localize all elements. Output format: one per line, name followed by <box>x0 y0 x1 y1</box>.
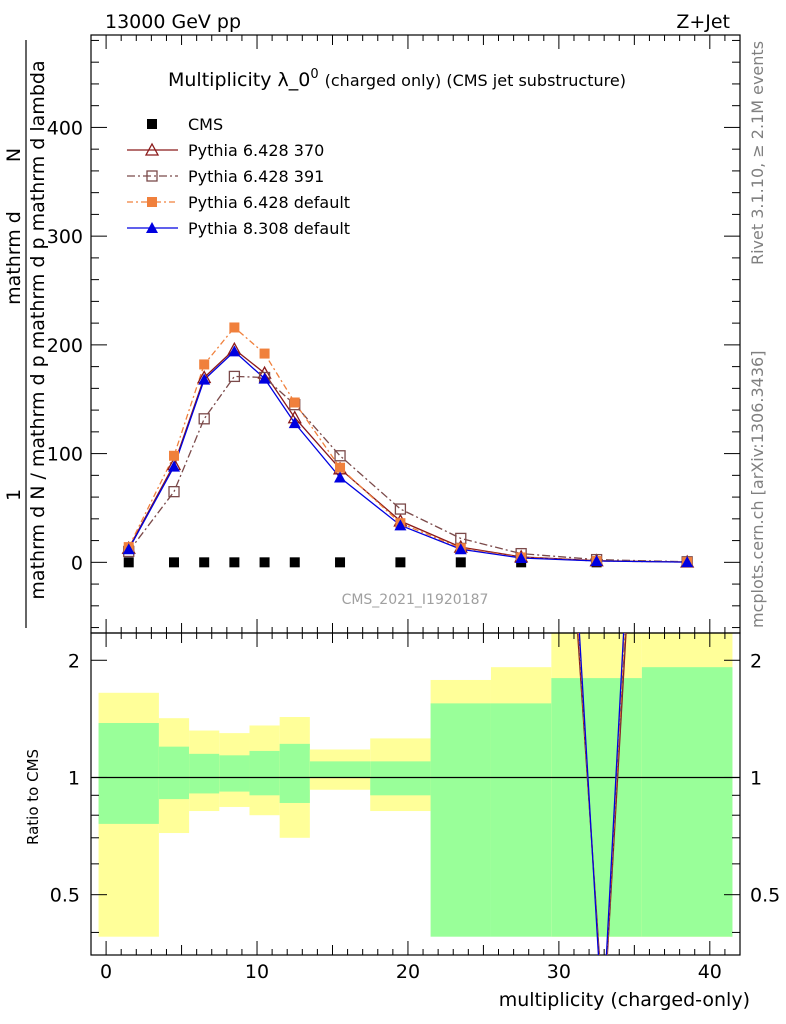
y-axis-label-ratio: Ratio to CMS <box>24 749 42 845</box>
data-point <box>454 543 467 555</box>
data-point <box>681 556 694 568</box>
ratio-uncertainty-bands <box>91 633 740 937</box>
data-point <box>198 373 211 385</box>
ratio-y-tick-label-right: 2 <box>750 650 762 672</box>
ratio-band-green <box>98 723 159 824</box>
series-line <box>128 350 688 563</box>
data-point <box>335 557 346 568</box>
data-point <box>335 462 346 473</box>
data-point <box>259 348 270 359</box>
data-point <box>122 543 135 555</box>
data-point <box>334 450 346 462</box>
ratio-band-green <box>279 743 310 803</box>
ratio-band-green <box>249 750 280 796</box>
data-point <box>169 450 180 461</box>
legend-label: Pythia 8.308 default <box>188 219 350 238</box>
legend-label: Pythia 6.428 370 <box>188 141 324 160</box>
y-tick-label: 400 <box>47 117 83 139</box>
data-point <box>168 486 180 498</box>
data-point <box>228 370 241 383</box>
data-point <box>199 359 210 370</box>
data-point <box>228 345 241 357</box>
data-point <box>289 397 300 408</box>
x-tick-label: 10 <box>245 961 269 983</box>
data-point <box>229 322 240 333</box>
data-point <box>394 503 407 515</box>
data-point <box>258 372 271 384</box>
ratio-band-green <box>158 746 190 800</box>
data-point <box>123 557 134 568</box>
series-line <box>128 348 688 563</box>
ratio-band-green <box>219 755 250 792</box>
data-point <box>394 519 407 531</box>
series-line <box>128 375 688 563</box>
process-label: Z+Jet <box>676 11 730 33</box>
ratio-curves <box>576 632 627 956</box>
ratio-y-tick-label: 2 <box>68 650 80 672</box>
data-point <box>259 557 270 568</box>
ratio-y-tick-label-right: 0.5 <box>750 885 780 907</box>
data-point <box>198 413 210 425</box>
ratio-y-tick-label: 1 <box>68 767 80 789</box>
data-point <box>289 557 300 568</box>
series-line <box>128 326 688 563</box>
data-point <box>147 119 157 129</box>
ratio-band-green <box>370 761 431 796</box>
data-point <box>590 555 603 567</box>
analysis-watermark: CMS_2021_I1920187 <box>342 592 489 608</box>
x-axis-label: multiplicity (charged-only) <box>499 989 750 1011</box>
data-point <box>229 557 240 568</box>
ratio-band-green <box>641 667 733 937</box>
data-point <box>146 222 158 233</box>
ratio-y-tick-label-right: 1 <box>750 767 762 789</box>
y-axis-label-top: 1 mathrm d N / mathrm d p mathrm d p mat… <box>3 40 49 628</box>
y-tick-label: 300 <box>47 226 83 248</box>
ratio-band-green <box>430 703 491 937</box>
svg-text:N: N <box>3 148 25 162</box>
x-tick-label: 40 <box>698 961 722 983</box>
data-point <box>199 557 210 568</box>
ratio-y-tick-label: 0.5 <box>50 885 80 907</box>
mcplots-source-label: mcplots.cern.ch [arXiv:1306.3436] <box>748 351 767 628</box>
svg-text:mathrm d: mathrm d <box>3 211 25 305</box>
data-point <box>455 557 466 568</box>
legend: CMS Pythia 6.428 370 Pythia 6.428 391 Pythi… <box>127 115 350 238</box>
x-tick-label: 20 <box>396 961 420 983</box>
ratio-band-green <box>309 761 371 778</box>
data-point <box>168 460 181 472</box>
y-tick-label: 0 <box>71 552 83 574</box>
data-point <box>288 417 301 429</box>
legend-label: Pythia 6.428 default <box>188 193 350 212</box>
rivet-events-label: Rivet 3.1.10, ≥ 2.1M events <box>748 41 767 265</box>
data-point <box>169 557 180 568</box>
energy-label: 13000 GeV pp <box>105 11 241 33</box>
y-axis-label-top-numerator: mathrm d N <box>3 148 25 305</box>
y-tick-label: 100 <box>47 444 83 466</box>
ratio-plot-frame <box>90 632 741 956</box>
ratio-band-green <box>490 703 552 937</box>
data-point <box>334 471 347 483</box>
data-point <box>144 142 160 156</box>
data-point <box>395 557 406 568</box>
legend-label: Pythia 6.428 391 <box>188 167 324 186</box>
plot-title: Multiplicity λ_00 (charged only) (CMS jet… <box>168 67 626 91</box>
ratio-band-green <box>551 678 642 937</box>
series-curves <box>121 322 695 568</box>
x-tick-label: 0 <box>100 961 112 983</box>
y-tick-label: 200 <box>47 335 83 357</box>
ratio-series-line <box>578 632 625 956</box>
svg-text:mathrm d N / mathrm d p mathr: mathrm d N / mathrm d p mathrm d p mathr… <box>27 60 49 599</box>
data-point <box>515 551 528 563</box>
data-point <box>147 197 157 207</box>
ratio-band-green <box>189 753 220 794</box>
x-tick-label: 30 <box>547 961 571 983</box>
svg-text:1: 1 <box>3 489 25 501</box>
data-point <box>146 170 158 182</box>
legend-label: CMS <box>188 115 223 134</box>
